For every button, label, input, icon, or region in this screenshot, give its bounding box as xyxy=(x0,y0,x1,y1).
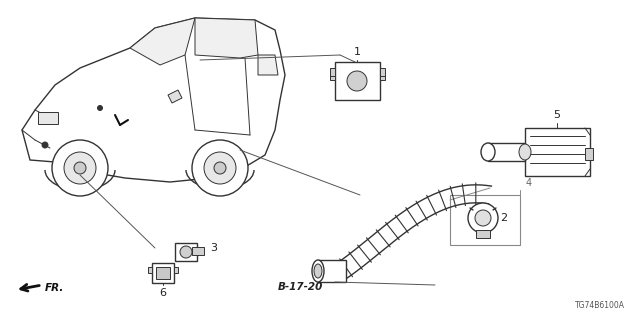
Text: 1: 1 xyxy=(353,47,360,57)
Bar xyxy=(450,195,520,245)
Polygon shape xyxy=(22,18,285,182)
Bar xyxy=(192,247,204,255)
Bar xyxy=(156,267,170,279)
Bar xyxy=(318,260,346,282)
Circle shape xyxy=(97,106,102,110)
Ellipse shape xyxy=(314,264,322,278)
Text: 6: 6 xyxy=(159,288,166,298)
Bar xyxy=(488,143,525,161)
Circle shape xyxy=(180,246,192,258)
Bar xyxy=(330,68,335,80)
Circle shape xyxy=(214,162,226,174)
Text: 2: 2 xyxy=(500,213,507,223)
Ellipse shape xyxy=(519,144,531,160)
Text: 3: 3 xyxy=(210,243,217,253)
Bar xyxy=(525,128,590,176)
Text: TG74B6100A: TG74B6100A xyxy=(575,301,625,310)
Polygon shape xyxy=(168,90,182,103)
Bar xyxy=(174,267,178,273)
Text: B-17-20: B-17-20 xyxy=(278,282,323,292)
Polygon shape xyxy=(195,18,258,58)
Bar xyxy=(380,68,385,80)
Bar xyxy=(335,62,380,100)
Circle shape xyxy=(64,152,96,184)
Ellipse shape xyxy=(312,260,324,282)
Circle shape xyxy=(468,203,498,233)
Circle shape xyxy=(74,162,86,174)
Bar xyxy=(148,267,152,273)
Circle shape xyxy=(192,140,248,196)
Text: 4: 4 xyxy=(526,178,532,188)
Polygon shape xyxy=(258,55,278,75)
Text: 5: 5 xyxy=(554,110,561,120)
Bar xyxy=(38,112,58,124)
Bar xyxy=(476,230,490,238)
Bar xyxy=(585,148,593,160)
Bar xyxy=(152,263,174,283)
Circle shape xyxy=(475,210,491,226)
Bar xyxy=(175,243,197,261)
Circle shape xyxy=(204,152,236,184)
Circle shape xyxy=(52,140,108,196)
Polygon shape xyxy=(130,18,195,65)
Ellipse shape xyxy=(481,143,495,161)
Circle shape xyxy=(42,142,48,148)
Text: FR.: FR. xyxy=(45,283,65,293)
Circle shape xyxy=(347,71,367,91)
